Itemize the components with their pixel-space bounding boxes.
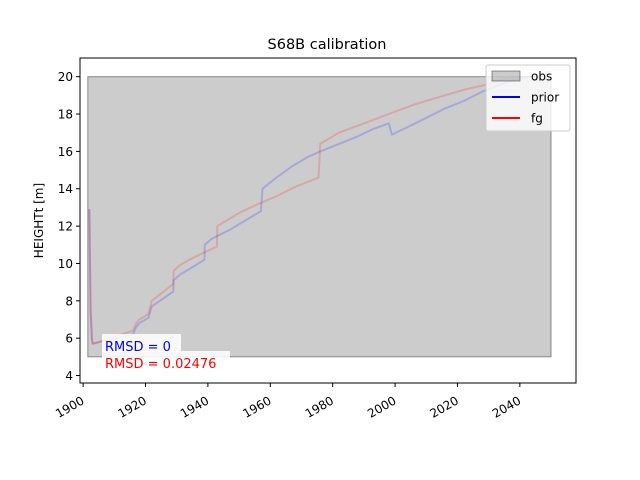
series-line-fg bbox=[88, 75, 514, 345]
legend-label-fg: fg bbox=[531, 112, 543, 126]
x-tick-label: 1980 bbox=[303, 393, 336, 420]
x-tick-label: 1900 bbox=[53, 393, 86, 420]
x-tick-label: 1940 bbox=[178, 393, 211, 420]
obs-band bbox=[87, 76, 552, 358]
x-tick-label: 1920 bbox=[116, 393, 149, 420]
x-tick-label: 2020 bbox=[428, 393, 461, 420]
legend-label-prior: prior bbox=[531, 91, 559, 105]
y-tick-label: 6 bbox=[65, 332, 73, 346]
annotation-background bbox=[102, 334, 181, 352]
chart-title: S68B calibration bbox=[268, 37, 387, 53]
y-tick-label: 8 bbox=[65, 294, 73, 308]
x-tick-label: 2000 bbox=[365, 393, 398, 420]
y-axis-label: HEIGHTt [m] bbox=[32, 183, 46, 258]
legend-label-obs: obs bbox=[531, 70, 552, 84]
y-tick-label: 4 bbox=[65, 369, 73, 383]
legend-swatch-obs bbox=[491, 70, 521, 82]
y-tick-label: 12 bbox=[58, 220, 73, 234]
y-tick-label: 14 bbox=[58, 182, 73, 196]
plot-frame bbox=[79, 57, 577, 384]
y-tick-label: 10 bbox=[58, 257, 73, 271]
plot-area: RMSD = 0 RMSD = 0.02476 bbox=[79, 57, 577, 384]
x-axis: 1900 1920 1940 1960 1980 2000 2020 2040 bbox=[53, 383, 523, 421]
y-tick-label: 20 bbox=[58, 70, 73, 84]
series-line-prior bbox=[88, 70, 552, 345]
y-tick-label: 18 bbox=[58, 108, 73, 122]
legend-box bbox=[485, 64, 571, 132]
y-axis: 4 6 8 10 12 14 16 18 20 bbox=[58, 70, 80, 383]
x-tick-label: 2040 bbox=[490, 393, 523, 420]
rmsd-annotation: RMSD = 0 bbox=[105, 340, 171, 355]
x-tick-label: 1960 bbox=[240, 393, 273, 420]
annotation-background bbox=[102, 351, 230, 369]
y-tick-label: 16 bbox=[58, 145, 73, 159]
legend: obs prior fg bbox=[485, 64, 571, 132]
rmsd-annotation: RMSD = 0.02476 bbox=[105, 357, 216, 372]
